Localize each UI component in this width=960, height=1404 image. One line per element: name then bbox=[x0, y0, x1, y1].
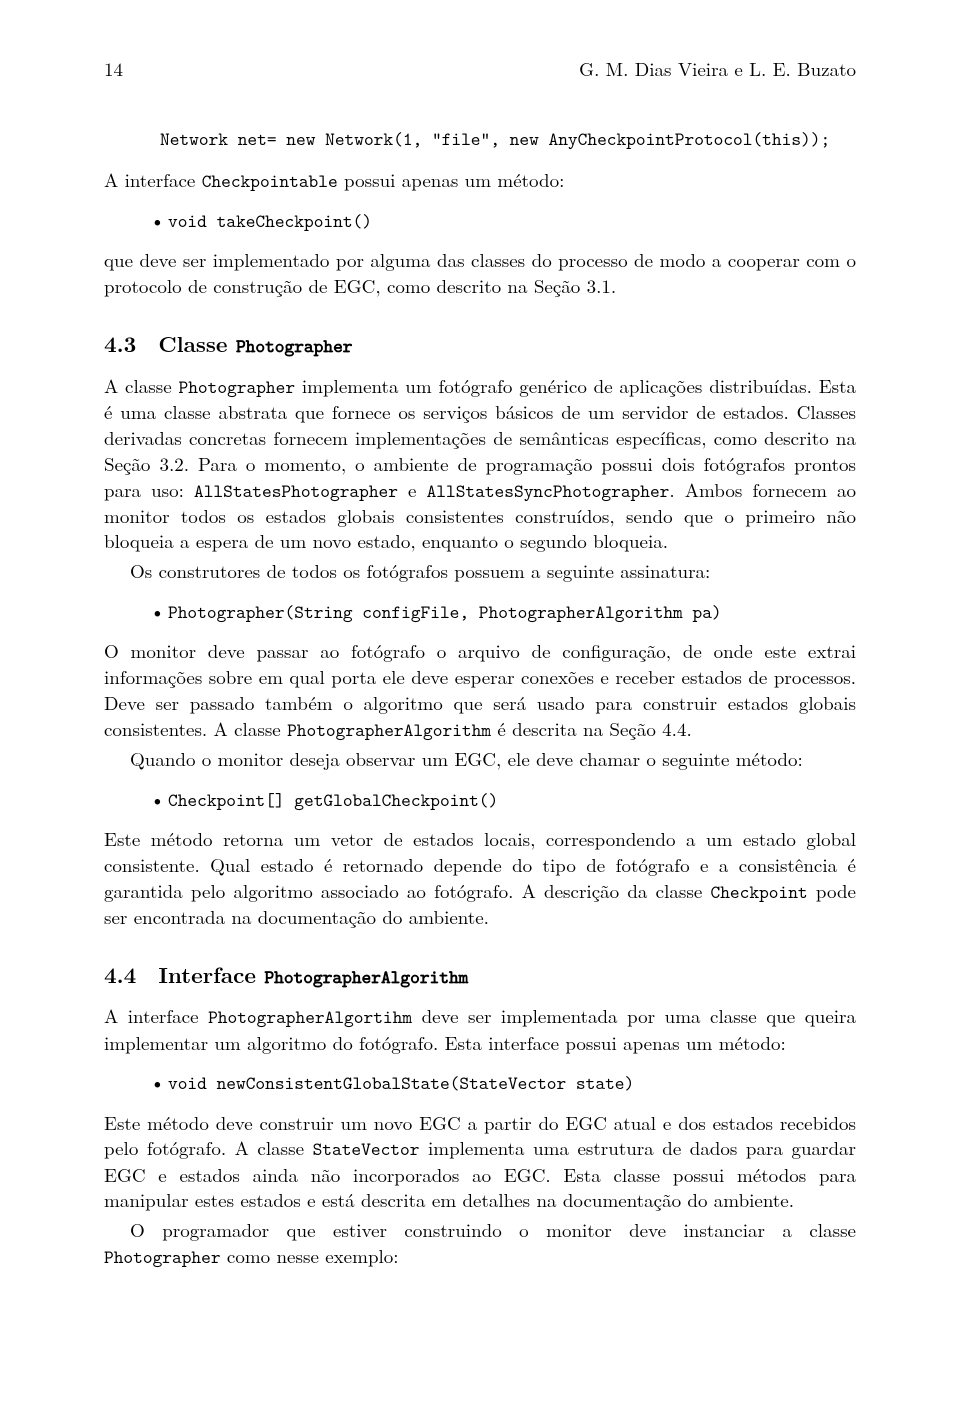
paragraph: Este método deve construir um novo EGC a… bbox=[104, 1110, 856, 1214]
section-number: 4.3 bbox=[104, 328, 136, 359]
text: é descrita na Seção 4.4. bbox=[491, 715, 692, 742]
code-network-line: Network net= new Network(1, "file", new … bbox=[160, 126, 856, 151]
page-number: 14 bbox=[104, 56, 123, 82]
bullet-list: Photographer(String configFile, Photogra… bbox=[104, 598, 856, 624]
code-inline: Checkpoint[] getGlobalCheckpoint() bbox=[168, 787, 498, 812]
code-inline: PhotographerAlgorithm bbox=[287, 717, 491, 742]
paragraph: A classe Photographer implementa um fotó… bbox=[104, 373, 856, 554]
text: A interface bbox=[104, 1002, 208, 1029]
bullet-list: Checkpoint[] getGlobalCheckpoint() bbox=[104, 786, 856, 812]
code-inline: Checkpoint bbox=[711, 879, 808, 904]
list-item: void newConsistentGlobalState(StateVecto… bbox=[150, 1069, 856, 1095]
paragraph: A interface Checkpointable possui apenas… bbox=[104, 167, 856, 193]
code-inline: void takeCheckpoint() bbox=[168, 208, 372, 233]
code-inline: PhotographerAlgortihm bbox=[208, 1004, 412, 1029]
text: A classe bbox=[104, 372, 179, 399]
section-number: 4.4 bbox=[104, 959, 136, 990]
section-title-code: PhotographerAlgorithm bbox=[264, 964, 468, 989]
paragraph: Quando o monitor deseja observar um EGC,… bbox=[104, 746, 856, 772]
code-inline: void newConsistentGlobalState(StateVecto… bbox=[168, 1070, 634, 1095]
paragraph: Este método retorna um vetor de estados … bbox=[104, 826, 856, 930]
list-item: Photographer(String configFile, Photogra… bbox=[150, 598, 856, 624]
paragraph: que deve ser implementado por alguma das… bbox=[104, 247, 856, 299]
section-heading-4-4: 4.4 Interface PhotographerAlgorithm bbox=[104, 960, 856, 990]
paragraph: O monitor deve passar ao fotógrafo o arq… bbox=[104, 638, 856, 742]
text: A interface bbox=[104, 166, 202, 193]
bullet-list: void takeCheckpoint() bbox=[104, 207, 856, 233]
list-item: Checkpoint[] getGlobalCheckpoint() bbox=[150, 786, 856, 812]
code-inline: AllStatesSyncPhotographer bbox=[427, 478, 670, 503]
code-inline: Photographer bbox=[104, 1244, 221, 1269]
section-title-pre: Classe bbox=[158, 328, 236, 359]
code-inline: Photographer(String configFile, Photogra… bbox=[168, 599, 722, 624]
section-heading-4-3: 4.3 Classe Photographer bbox=[104, 329, 856, 359]
section-title-pre: Interface bbox=[158, 959, 264, 990]
paragraph: Os construtores de todos os fotógrafos p… bbox=[104, 558, 856, 584]
bullet-list: void newConsistentGlobalState(StateVecto… bbox=[104, 1069, 856, 1095]
page: 14 G. M. Dias Vieira e L. E. Buzato Netw… bbox=[0, 0, 960, 1404]
text: e bbox=[398, 476, 427, 503]
code-inline: Photographer bbox=[179, 374, 296, 399]
text: O programador que estiver construindo o … bbox=[130, 1216, 856, 1243]
running-head: 14 G. M. Dias Vieira e L. E. Buzato bbox=[104, 56, 856, 82]
paragraph: A interface PhotographerAlgortihm deve s… bbox=[104, 1003, 856, 1055]
authors: G. M. Dias Vieira e L. E. Buzato bbox=[579, 56, 856, 82]
text: possui apenas um método: bbox=[338, 166, 565, 193]
code-inline: StateVector bbox=[313, 1136, 420, 1161]
code-inline: Checkpointable bbox=[202, 168, 338, 193]
text: como nesse exemplo: bbox=[221, 1242, 399, 1269]
paragraph: O programador que estiver construindo o … bbox=[104, 1217, 856, 1269]
list-item: void takeCheckpoint() bbox=[150, 207, 856, 233]
section-title-code: Photographer bbox=[236, 333, 353, 358]
code-inline: AllStatesPhotographer bbox=[194, 478, 398, 503]
